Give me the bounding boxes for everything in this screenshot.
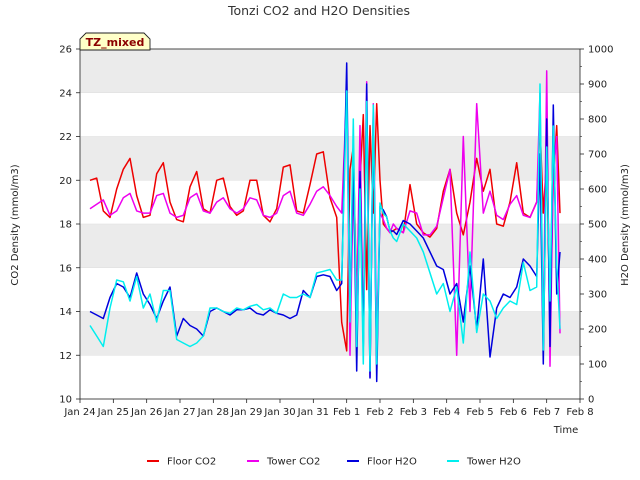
x-axis-label: Time — [553, 425, 578, 436]
y2-tick-label: 800 — [588, 115, 607, 126]
x-tick-label: Feb 5 — [466, 407, 493, 418]
y2-tick-label: 500 — [588, 220, 607, 231]
y-tick-label: 12 — [59, 351, 72, 362]
x-tick-label: Feb 6 — [500, 407, 527, 418]
x-tick-label: Feb 3 — [400, 407, 427, 418]
y2-tick-label: 300 — [588, 290, 607, 301]
legend-label: Floor CO2 — [167, 457, 216, 468]
tz-badge-box — [79, 32, 151, 51]
x-tick-label: Jan 26 — [130, 407, 162, 418]
y-tick-label: 22 — [59, 132, 72, 143]
y-tick-label: 24 — [59, 88, 72, 99]
y-axis-label: CO2 Density (mmol/m3) — [10, 164, 21, 285]
x-axis-ticks: Jan 24 Jan 25 Jan 26 Jan 27 Jan 28 Jan 29 Jan … — [63, 399, 594, 418]
x-tick-label: Jan 25 — [97, 407, 129, 418]
x-tick-label: Jan 29 — [230, 407, 262, 418]
x-tick-label: Feb 8 — [566, 407, 593, 418]
x-tick-label: Jan 24 — [63, 407, 95, 418]
y2-axis-label: H2O Density (mmol/m3) — [620, 164, 631, 286]
y-tick-label: 26 — [59, 45, 72, 56]
y2-tick-label: 1000 — [588, 45, 613, 56]
legend-label: Floor H2O — [367, 457, 417, 468]
y2-tick-label: 900 — [588, 80, 607, 91]
y2-tick-label: 400 — [588, 255, 607, 266]
tz-badge-label: TZ_mixed — [86, 36, 145, 49]
series-line-tower-h2o — [89, 83, 561, 372]
grid-band — [80, 224, 580, 268]
x-tick-label: Jan 31 — [297, 407, 329, 418]
y2-tick-label: 100 — [588, 360, 607, 371]
series-layer — [89, 62, 561, 383]
x-tick-label: Feb 7 — [533, 407, 560, 418]
grid-band — [80, 136, 580, 181]
legend: Floor CO2 Tower CO2 Floor H2O Tower H2O — [147, 457, 521, 468]
plot-area — [89, 62, 561, 383]
y2-tick-label: 700 — [588, 150, 607, 161]
x-tick-label: Feb 1 — [333, 407, 360, 418]
grid-band — [80, 49, 580, 93]
y-tick-label: 20 — [59, 176, 72, 187]
y2-tick-label: 0 — [588, 395, 594, 406]
y-tick-label: 18 — [59, 220, 72, 231]
y-tick-label: 16 — [59, 263, 72, 274]
tz-badge: TZ_mixed — [79, 32, 151, 51]
legend-label: Tower CO2 — [266, 457, 320, 468]
x-tick-label: Feb 4 — [433, 407, 460, 418]
y-tick-label: 10 — [59, 395, 72, 406]
y-axis-ticks: 10 12 14 16 18 20 22 24 26 — [59, 45, 80, 406]
y2-axis-ticks: 0 100 200 300 400 500 600 700 800 900 1000 — [580, 45, 613, 406]
legend-label: Tower H2O — [466, 457, 521, 468]
x-tick-label: Feb 2 — [366, 407, 393, 418]
x-tick-label: Jan 30 — [263, 407, 295, 418]
y-tick-label: 14 — [59, 307, 72, 318]
chart-title: Tonzi CO2 and H2O Densities — [227, 3, 410, 18]
x-tick-label: Jan 28 — [197, 407, 229, 418]
y2-tick-label: 200 — [588, 325, 607, 336]
y2-tick-label: 600 — [588, 185, 607, 196]
x-tick-label: Jan 27 — [163, 407, 195, 418]
